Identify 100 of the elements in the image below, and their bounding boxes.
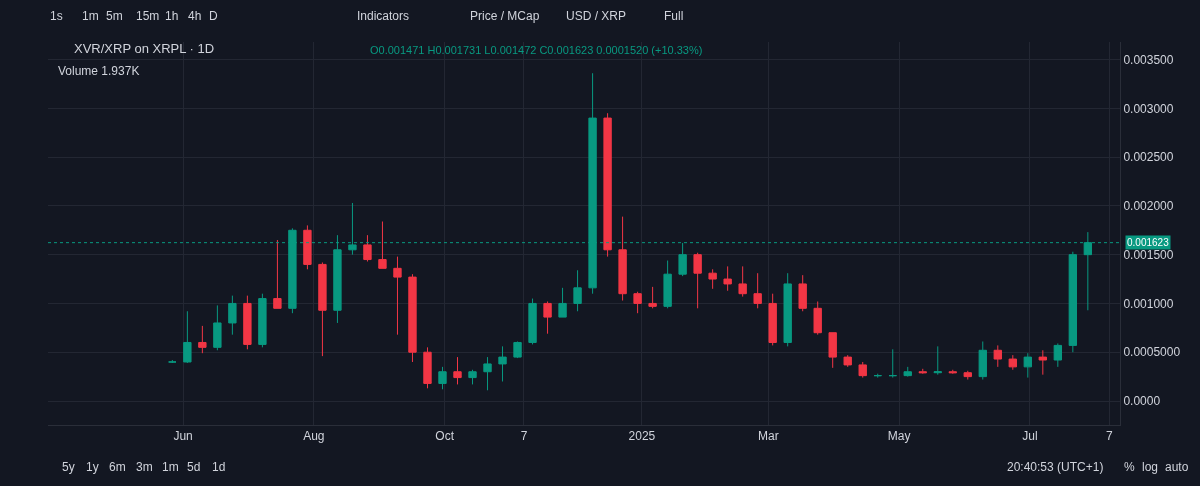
candlestick (1023, 352, 1032, 379)
y-tick-label: 0.003000 (1123, 101, 1174, 116)
candlestick (948, 369, 957, 375)
candlestick (363, 234, 372, 262)
candlestick (573, 269, 582, 312)
x-tick-label: May (887, 429, 911, 444)
text: 1d (212, 460, 226, 474)
candlestick (453, 356, 462, 385)
candlestick (393, 256, 402, 336)
candlestick (798, 274, 807, 312)
candlestick (1008, 354, 1017, 371)
candlestick (753, 272, 762, 309)
candlestick (438, 366, 447, 390)
candlestick (558, 287, 567, 318)
candlestick (933, 345, 942, 376)
candlestick (633, 291, 642, 314)
candlestick (543, 301, 552, 335)
candlestick (168, 359, 177, 364)
candlestick (708, 268, 717, 290)
text: 3m (136, 460, 153, 474)
candlestick (228, 295, 237, 336)
chart-subtitle: O0.001471 H0.001731 L0.001472 C0.001623 0.0001520 (+10.33%) (370, 44, 703, 56)
candlestick (993, 344, 1002, 368)
x-tick-label: Mar (758, 429, 779, 444)
candlestick (303, 224, 312, 270)
x-tick-label: 7 (1105, 429, 1113, 444)
text: Price / MCap (470, 9, 540, 23)
candlestick (723, 265, 732, 292)
text: 4h (188, 9, 202, 23)
x-tick-label: 2025 (628, 429, 656, 444)
candlestick (648, 286, 657, 309)
x-tick-label: Jul (1022, 429, 1038, 444)
text: 15m (136, 9, 160, 23)
text: 6m (109, 460, 126, 474)
candlestick (768, 293, 777, 346)
candlestick (903, 366, 912, 378)
text: Indicators (357, 9, 410, 23)
text: 5m (106, 9, 123, 23)
candlestick (783, 272, 792, 347)
candlestick (828, 332, 837, 369)
candlestick (918, 368, 927, 375)
candlestick (738, 265, 747, 298)
candlestick (813, 301, 822, 336)
candlestick (483, 356, 492, 391)
text: 1s (50, 9, 63, 23)
candlestick (468, 369, 477, 385)
text: 5y (62, 460, 75, 474)
y-tick-label: 0.0005000 (1123, 345, 1181, 360)
candlestick (198, 325, 207, 354)
candlestick (243, 295, 252, 350)
candlestick (873, 373, 882, 379)
x-tick-label: Jun (173, 429, 193, 444)
annotation: Volume 1.937K (58, 64, 140, 78)
candlestick (1053, 342, 1062, 368)
text: 20:40:53 (UTC+1) (1007, 460, 1104, 474)
y-tick-label: 0.001000 (1123, 296, 1174, 311)
x-tick-label: 7 (520, 429, 528, 444)
candlestick (603, 112, 612, 258)
text: D (209, 9, 218, 23)
text: 5d (187, 460, 201, 474)
text: USD / XRP (566, 9, 627, 23)
y-tick-label: 0.001500 (1123, 247, 1174, 262)
candlestick (423, 346, 432, 389)
text: 1h (165, 9, 179, 23)
text: % (1124, 460, 1135, 474)
candlestick (888, 348, 897, 379)
text: 1m (82, 9, 99, 23)
x-tick-label: Oct (435, 429, 455, 444)
candlestick (693, 252, 702, 309)
candlestick (858, 361, 867, 379)
candlestick (678, 242, 687, 277)
candlestick (1068, 251, 1078, 353)
candlestick (498, 345, 507, 382)
candlestick (843, 354, 852, 368)
candlestick (258, 293, 267, 348)
candlestick (528, 298, 537, 345)
candlestick (408, 273, 417, 363)
candlestick (978, 340, 987, 381)
y-tick-label: 0.0000 (1123, 394, 1161, 409)
text: 1m (162, 460, 179, 474)
candlestick (318, 261, 327, 357)
candlestick (378, 221, 387, 269)
ref-line-label: 0.001623 (1127, 237, 1170, 248)
y-tick-label: 0.003500 (1123, 52, 1174, 67)
y-tick-label: 0.002000 (1123, 199, 1174, 214)
candlestick (273, 239, 282, 309)
y-tick-label: 0.002500 (1123, 150, 1174, 165)
candlestick (1038, 349, 1047, 376)
candlestick (513, 340, 522, 359)
text: auto (1165, 460, 1189, 474)
candlestick (183, 310, 192, 364)
chart-title: XVR/XRP on XRPL · 1D (74, 41, 215, 56)
candlestick (213, 304, 222, 351)
candlestick (663, 260, 672, 309)
text: Full (664, 9, 684, 23)
candlestick (963, 370, 972, 381)
text: 1y (86, 460, 99, 474)
candlestick (618, 216, 627, 302)
text: log (1142, 460, 1159, 474)
x-tick-label: Aug (303, 429, 325, 444)
